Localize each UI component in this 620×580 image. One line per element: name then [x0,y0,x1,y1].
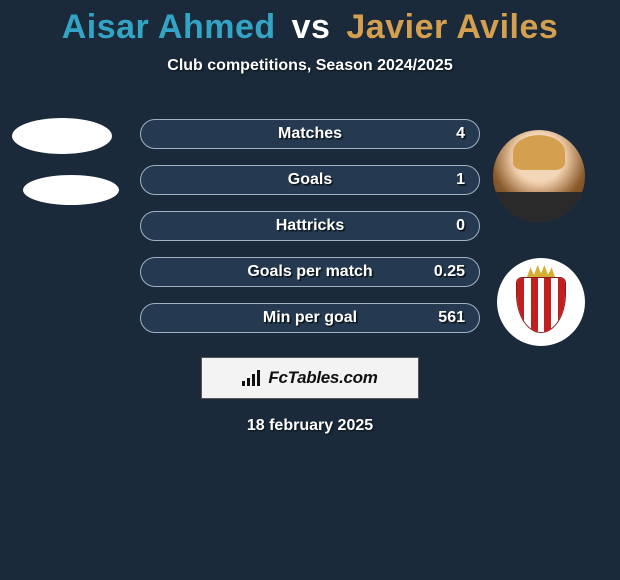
player2-avatar [493,130,585,222]
stat-value-right: 561 [438,309,465,327]
subtitle: Club competitions, Season 2024/2025 [0,57,620,75]
stat-label: Goals per match [247,263,372,281]
watermark-badge: FcTables.com [201,357,419,399]
crest-stripe [544,278,551,332]
stat-label: Min per goal [263,309,357,327]
vs-text: vs [292,8,331,46]
stat-label: Hattricks [276,217,344,235]
crest-crown-icon [527,265,555,277]
player2-club-crest [497,258,585,346]
stat-row: Hattricks 0 [140,211,480,241]
stat-label: Goals [288,171,332,189]
player1-name: Aisar Ahmed [62,8,276,46]
player2-name: Javier Aviles [346,8,558,46]
crest-stripe [517,278,524,332]
crest-stripe [524,278,531,332]
crest-stripe [538,278,545,332]
stat-row: Goals 1 [140,165,480,195]
player1-club-placeholder [23,175,119,205]
crest-stripe [558,278,565,332]
player1-avatar-placeholder [12,118,112,154]
stat-row: Min per goal 561 [140,303,480,333]
crest-body [516,277,566,333]
stat-value-right: 4 [456,125,465,143]
crest-stripe [551,278,558,332]
crest-shape [516,271,566,333]
date-text: 18 february 2025 [0,417,620,435]
stat-value-right: 0.25 [434,263,465,281]
stat-label: Matches [278,125,342,143]
stat-value-right: 1 [456,171,465,189]
bars-icon [242,370,262,386]
stat-row: Matches 4 [140,119,480,149]
crest-stripe [531,278,538,332]
stat-row: Goals per match 0.25 [140,257,480,287]
page-title: Aisar Ahmed vs Javier Aviles [0,0,620,47]
stat-value-right: 0 [456,217,465,235]
watermark-text: FcTables.com [268,368,377,388]
